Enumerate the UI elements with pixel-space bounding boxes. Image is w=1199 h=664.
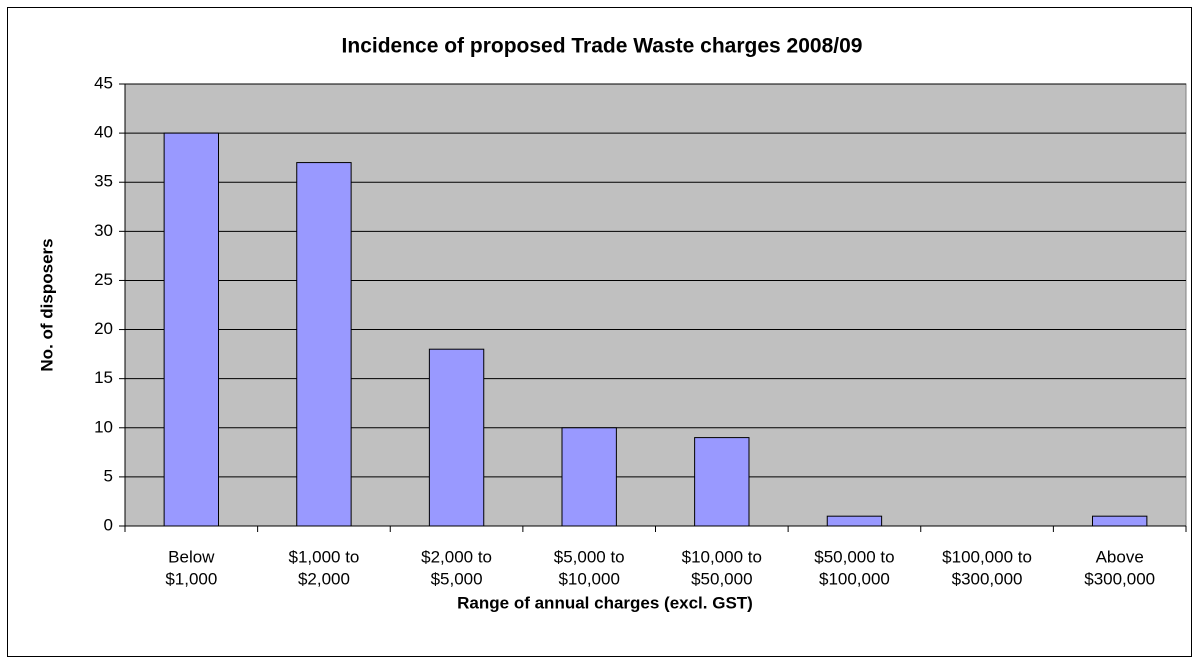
x-tick-label: $2,000	[298, 569, 350, 588]
bar	[296, 162, 352, 527]
bar	[163, 132, 220, 527]
chart-title: Incidence of proposed Trade Waste charge…	[342, 35, 863, 58]
x-tick-label: Below	[168, 547, 215, 566]
x-tick-label: $300,000	[1084, 569, 1155, 588]
bar	[428, 348, 485, 527]
y-tick-label: 45	[94, 73, 113, 92]
x-tick-label: Above	[1096, 547, 1144, 566]
x-tick-label: $50,000 to	[814, 547, 894, 566]
x-tick-label: $5,000 to	[554, 547, 625, 566]
y-tick-label: 10	[94, 417, 113, 436]
x-tick-label: $50,000	[691, 569, 752, 588]
y-tick-label: 0	[104, 515, 113, 534]
x-tick-label: $5,000	[431, 569, 483, 588]
x-tick-label: $10,000	[558, 569, 619, 588]
x-axis-label: Range of annual charges (excl. GST)	[457, 593, 753, 612]
y-tick-label: 40	[94, 123, 113, 142]
y-tick-label: 15	[94, 368, 113, 387]
bar	[561, 427, 617, 527]
x-tick-label: $2,000 to	[421, 547, 492, 566]
bar	[694, 437, 750, 527]
x-tick-label: $100,000	[819, 569, 890, 588]
bar	[1091, 515, 1148, 527]
y-tick-label: 30	[94, 221, 113, 240]
x-tick-label: $300,000	[952, 569, 1023, 588]
x-tick-label: $1,000	[165, 569, 217, 588]
x-tick-label: $10,000 to	[682, 547, 762, 566]
x-tick-label: $100,000 to	[942, 547, 1032, 566]
plot-area	[124, 83, 1187, 527]
bar	[826, 515, 883, 527]
y-tick-label: 5	[104, 466, 113, 485]
x-tick-label: $1,000 to	[288, 547, 359, 566]
y-tick-label: 35	[94, 172, 113, 191]
y-tick-label: 25	[94, 270, 113, 289]
y-tick-label: 20	[94, 319, 113, 338]
y-axis-label: No. of disposers	[37, 238, 56, 371]
